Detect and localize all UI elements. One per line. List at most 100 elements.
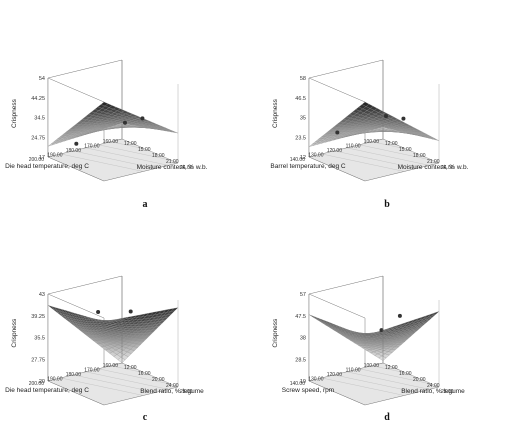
data-point: [122, 120, 127, 125]
data-point: [96, 310, 101, 315]
x-tick-label: 180.00: [66, 372, 82, 378]
x-tick-label: 110.00: [346, 368, 361, 374]
y-tick-label: 15.00: [138, 147, 151, 153]
z-axis-title: Crispness: [11, 98, 18, 128]
z-axis-title: Crispness: [272, 318, 279, 348]
floor-contour: [321, 377, 405, 396]
panel-label: c: [143, 412, 148, 423]
data-point: [379, 328, 384, 333]
y-tick-label: 15.00: [399, 147, 412, 153]
y-tick-label: 21.00: [427, 159, 440, 165]
floor-contour: [110, 365, 179, 388]
floor-contour: [60, 153, 144, 172]
x-tick-label: 180.00: [66, 148, 82, 154]
x-tick-label: 190.00: [47, 153, 63, 159]
data-point: [140, 116, 145, 121]
panel-b: 12 23.5 35 46.5 58 100.00110.00120.00130.0014…: [270, 59, 469, 210]
x-tick-label: 130.00: [308, 153, 324, 159]
z-tick-label: 38: [300, 336, 306, 342]
y-axis-title: Moisture content, % w.b.: [398, 164, 469, 171]
y-axis-title: Moisture content, % w.b.: [137, 164, 208, 171]
x-tick-label: 200.00: [29, 381, 45, 387]
z-tick-label: 47.5: [295, 314, 306, 320]
z-tick-label: 39.25: [31, 314, 45, 320]
surface-cell: [378, 126, 387, 129]
z-tick-label: 35: [300, 116, 306, 122]
x-tick-label: 160.00: [103, 139, 119, 145]
x-tick-label: 140.00: [290, 381, 306, 387]
z-tick-label: 24.75: [31, 135, 45, 141]
x-tick-label: 100.00: [364, 139, 380, 145]
y-tick-label: 16.00: [138, 371, 151, 377]
y-tick-label: 20.00: [413, 377, 426, 383]
z-tick-label: 46.5: [295, 96, 306, 102]
z-tick-label: 23.5: [295, 135, 306, 141]
z-tick-label: 20: [39, 379, 45, 385]
floor-contour: [85, 147, 169, 166]
z-axis-title: Crispness: [272, 98, 279, 128]
floor-contour: [73, 374, 156, 393]
panel-label: a: [143, 199, 148, 210]
z-tick-label: 19: [300, 379, 306, 385]
z-tick-label: 17: [39, 155, 45, 161]
z-tick-label: 54: [39, 76, 45, 82]
z-tick-label: 28.5: [295, 357, 306, 363]
floor-contour: [98, 144, 179, 164]
y-tick-label: 12.00: [124, 365, 137, 371]
x-tick-label: 160.00: [103, 363, 119, 369]
x-axis-title: Die head temperature, deg C: [5, 163, 89, 170]
y-tick-label: 12.00: [124, 141, 137, 147]
y-axis-title: Blend ratio, % legume: [401, 388, 465, 395]
floor-contour: [359, 368, 440, 388]
y-tick-label: 16.00: [399, 371, 412, 377]
floor-contour: [85, 371, 169, 390]
y-tick-label: 20.00: [152, 377, 165, 383]
y-tick-label: 24.00: [166, 383, 179, 389]
x-axis-title: Barrel temperature, deg C: [270, 163, 345, 170]
y-tick-label: 18.00: [152, 153, 165, 159]
floor-contour: [321, 153, 405, 172]
panel-c: 20 27.75 35.5 39.25 43 160.00170.00180.00190.…: [5, 275, 204, 423]
y-tick-label: 24.00: [427, 383, 440, 389]
x-tick-label: 130.00: [308, 377, 324, 383]
floor-contour: [60, 377, 144, 396]
y-tick-label: 12.00: [385, 141, 398, 147]
data-point: [383, 114, 388, 119]
data-point: [128, 309, 133, 314]
z-tick-label: 57: [300, 292, 306, 298]
floor-contour: [359, 144, 440, 164]
floor-contour: [110, 141, 179, 164]
y-tick-label: 24.00: [180, 165, 193, 171]
x-tick-label: 170.00: [84, 368, 100, 374]
data-point: [74, 141, 79, 146]
floor-contour: [371, 365, 440, 388]
x-tick-label: 120.00: [327, 148, 343, 154]
y-tick-label: 18.00: [413, 153, 426, 159]
y-tick-label: 12.00: [385, 365, 398, 371]
x-tick-label: 110.00: [346, 144, 361, 150]
x-axis-title: Screw speed, rpm: [282, 387, 334, 394]
floor-contour: [346, 147, 430, 166]
z-tick-label: 43: [39, 292, 45, 298]
y-tick-label: 21.00: [166, 159, 179, 165]
floor-contour: [98, 368, 179, 388]
z-tick-label: 58: [300, 76, 306, 82]
z-tick-label: 35.5: [34, 336, 45, 342]
y-tick-label: 24.00: [441, 165, 454, 171]
x-tick-label: 190.00: [47, 377, 63, 383]
data-point: [335, 130, 340, 135]
data-point: [401, 116, 406, 121]
x-tick-label: 120.00: [327, 372, 343, 378]
x-tick-label: 170.00: [84, 144, 100, 150]
z-tick-label: 12: [300, 155, 306, 161]
z-tick-label: 44.25: [31, 96, 45, 102]
z-tick-label: 34.5: [34, 116, 45, 122]
y-tick-label: 28.00: [180, 389, 193, 395]
data-point: [397, 313, 402, 318]
response-surface: [308, 311, 440, 361]
response-surface: [47, 101, 179, 147]
y-axis-title: Blend ratio, % legume: [140, 388, 204, 395]
surface-cell: [378, 355, 387, 361]
floor-contour: [73, 150, 156, 169]
